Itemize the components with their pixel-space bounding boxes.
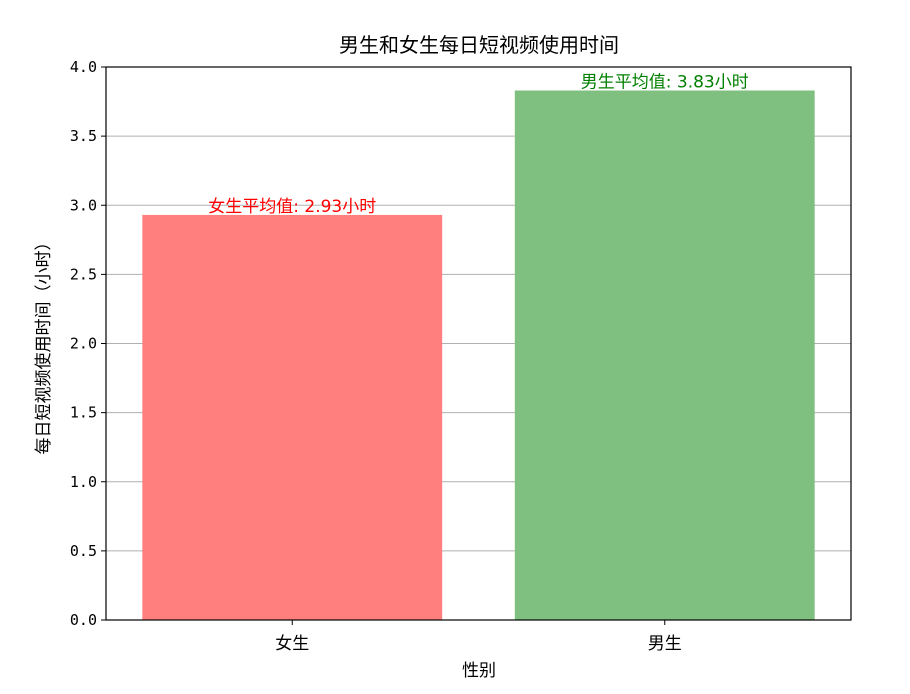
bar [514,90,815,620]
y-axis-title: 每日短视频使用时间（小时） [33,234,54,455]
y-tick-label: 2.5 [70,265,97,283]
y-tick-label: 0.0 [70,611,97,629]
y-tick-label: 4.0 [70,58,97,76]
chart-title: 男生和女生每日短视频使用时间 [339,33,619,57]
data-label: 女生平均值: 2.93小时 [208,197,376,217]
y-tick-label: 3.5 [70,127,97,145]
y-tick-label: 1.5 [70,404,97,422]
y-axis: 0.0 0.5 1.0 1.5 2.0 2.5 3.0 3.5 4.0 [70,58,106,629]
bar [142,214,443,621]
x-axis: 女生 男生 [275,620,682,654]
y-tick-label: 2.0 [70,335,97,353]
x-tick-label: 女生 [275,634,309,654]
y-tick-label: 0.5 [70,542,97,560]
y-tick-label: 3.0 [70,196,97,214]
x-tick-label: 男生 [648,634,682,654]
data-label: 男生平均值: 3.83小时 [581,73,749,93]
x-axis-title: 性别 [462,661,496,681]
bars-layer [142,90,815,621]
annotation-layer: 女生平均值: 2.93小时 男生平均值: 3.83小时 [208,73,748,217]
y-tick-label: 1.0 [70,473,97,491]
